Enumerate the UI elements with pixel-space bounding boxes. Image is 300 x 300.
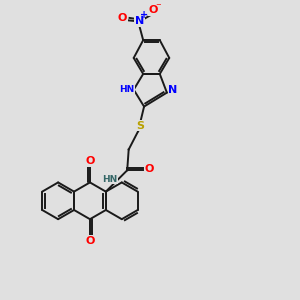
- Text: S: S: [136, 121, 144, 131]
- Text: HN: HN: [120, 85, 135, 94]
- Text: O: O: [118, 13, 127, 23]
- Text: $^-$: $^-$: [154, 3, 163, 13]
- Text: O: O: [144, 164, 154, 173]
- Text: O: O: [85, 236, 94, 245]
- Text: O: O: [148, 5, 158, 15]
- Text: N: N: [168, 85, 177, 95]
- Text: HN: HN: [102, 175, 118, 184]
- Text: O: O: [85, 156, 94, 166]
- Text: +: +: [140, 10, 148, 20]
- Text: N: N: [135, 16, 144, 26]
